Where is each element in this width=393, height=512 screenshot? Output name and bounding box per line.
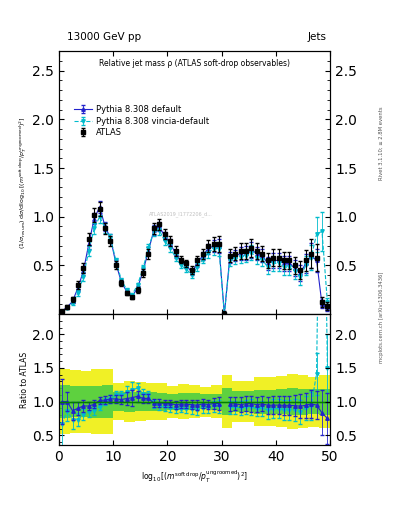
X-axis label: $\log_{10}[(m^{\rm soft\,drop}/p_T^{\rm ungroomed})^2]$: $\log_{10}[(m^{\rm soft\,drop}/p_T^{\rm … [141,468,248,485]
Text: ATLAS2019_I1772206_d...: ATLAS2019_I1772206_d... [149,211,213,217]
Y-axis label: Ratio to ATLAS: Ratio to ATLAS [20,352,29,408]
Legend: Pythia 8.308 default, Pythia 8.308 vincia-default, ATLAS: Pythia 8.308 default, Pythia 8.308 vinci… [71,103,212,140]
Text: Rivet 3.1.10; ≥ 2.8M events: Rivet 3.1.10; ≥ 2.8M events [379,106,384,180]
Text: Relative jet mass ρ (ATLAS soft-drop observables): Relative jet mass ρ (ATLAS soft-drop obs… [99,59,290,68]
Text: mcplots.cern.ch [arXiv:1306.3436]: mcplots.cern.ch [arXiv:1306.3436] [379,272,384,363]
Text: Jets: Jets [307,32,326,42]
Y-axis label: $(1/\sigma_{\rm resum})$ d$\sigma$/d$\log_{10}[(m^{\rm soft\,drop}/p_T^{\rm ungr: $(1/\sigma_{\rm resum})$ d$\sigma$/d$\lo… [18,116,29,249]
Text: 13000 GeV pp: 13000 GeV pp [67,32,141,42]
